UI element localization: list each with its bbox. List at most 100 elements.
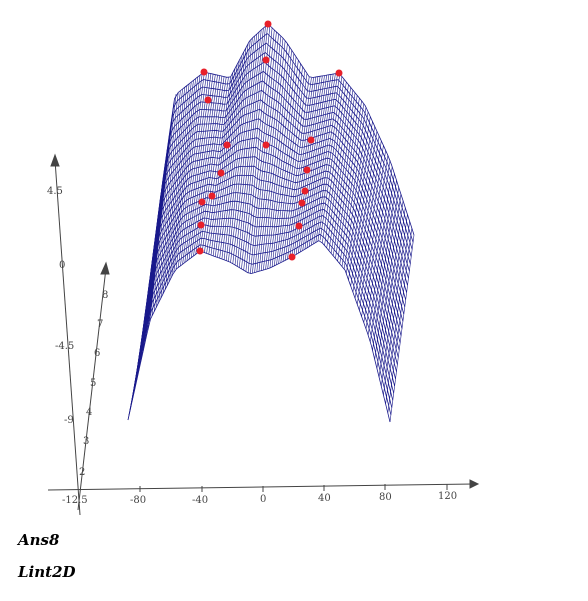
- surface-mesh-line: [337, 100, 362, 262]
- surface-mesh-line: [381, 207, 406, 387]
- surface-mesh-line: [278, 66, 303, 264]
- sample-point: [204, 96, 212, 104]
- surface-mesh-line: [254, 33, 279, 273]
- wireframe-surface: [127, 23, 415, 423]
- surface-mesh-line: [260, 40, 286, 271]
- sample-point: [262, 56, 270, 64]
- surface-mesh-line: [250, 29, 275, 274]
- surface-mesh-line: [378, 200, 404, 378]
- y-tick-label: 6: [94, 348, 100, 359]
- sample-point: [217, 169, 225, 177]
- sample-point: [264, 20, 272, 28]
- surface-mesh-line: [230, 35, 255, 263]
- surface-mesh-line: [258, 38, 284, 272]
- surface-mesh-line: [346, 116, 371, 274]
- surface-mesh-line: [263, 43, 288, 271]
- surface-mesh-line: [151, 94, 177, 317]
- z-tick-label: 0: [59, 260, 65, 271]
- y-tick-label: 5: [90, 378, 96, 389]
- surface-mesh-line: [343, 111, 369, 270]
- x-tick-label: 80: [379, 492, 392, 503]
- surface-mesh-line: [300, 75, 325, 252]
- z-axis: [54, 159, 81, 516]
- y-tick-label: 8: [102, 290, 108, 301]
- sample-point: [223, 141, 231, 149]
- surface-mesh-line: [175, 75, 201, 270]
- surface-mesh-line: [367, 166, 393, 335]
- surface-mesh-line: [191, 74, 216, 258]
- surface-mesh-line: [359, 145, 384, 311]
- surface-mesh-line: [287, 77, 312, 260]
- surface-mesh-line: [173, 76, 199, 273]
- x-tick-marks: [139, 484, 448, 492]
- x-tick-label: -40: [192, 495, 208, 506]
- surface-mesh-line: [271, 56, 297, 267]
- surface-mesh-line: [140, 164, 166, 361]
- surface-mesh-line: [136, 194, 161, 381]
- sample-point: [262, 141, 270, 149]
- surface-mesh-line: [243, 24, 268, 271]
- surface-plot: -12.5 -80 -40 0 40 80 120 4.5 0 -4.5 -9 …: [47, 20, 480, 516]
- surface-mesh-line: [201, 77, 227, 252]
- surface-mesh-line: [252, 31, 277, 274]
- surface-mesh-line: [328, 90, 354, 251]
- surface-mesh-line: [156, 90, 181, 308]
- surface-mesh-line: [339, 103, 365, 264]
- surface-mesh-line: [350, 126, 375, 287]
- surface-mesh-line: [267, 50, 292, 269]
- surface-mesh-line: [221, 47, 247, 260]
- surface-mesh-line: [177, 73, 203, 268]
- surface-mesh-line: [387, 228, 413, 414]
- y-axis-arrow: [100, 261, 110, 275]
- surface-mesh-line: [324, 84, 349, 246]
- surface-mesh-line: [354, 135, 380, 299]
- surface-mesh-line: [269, 53, 295, 269]
- surface-mesh-line: [376, 194, 402, 369]
- x-axis: [47, 483, 475, 491]
- surface-mesh-line: [180, 72, 205, 266]
- sample-point: [335, 69, 343, 77]
- surface-mesh-line: [365, 159, 391, 329]
- surface-mesh-line: [162, 85, 188, 295]
- surface-mesh-line: [226, 39, 251, 261]
- surface-mesh-line: [322, 81, 347, 243]
- surface-mesh-line: [158, 88, 183, 303]
- surface-mesh-line: [241, 26, 266, 269]
- surface-mesh-line: [212, 64, 238, 256]
- surface-mesh-line: [223, 43, 249, 260]
- surface-mesh-line: [219, 51, 244, 259]
- surface-mesh-line: [326, 87, 351, 249]
- surface-mesh-line: [311, 73, 336, 246]
- surface-mesh-line: [245, 25, 271, 272]
- surface-mesh-line: [143, 148, 168, 351]
- x-tick-labels: -12.5 -80 -40 0 40 80 120: [62, 491, 457, 506]
- surface-mesh-line: [335, 98, 360, 259]
- z-axis-arrow: [50, 153, 60, 167]
- surface-mesh-line: [306, 74, 332, 248]
- y-tick-labels: 2 3 4 5 6 7 8: [79, 290, 108, 478]
- surface-mesh-line: [385, 221, 410, 405]
- x-tick-label: 120: [438, 491, 457, 502]
- surface-mesh-line: [247, 27, 273, 273]
- surface-mesh-line: [282, 73, 308, 262]
- surface-mesh-line: [332, 95, 358, 256]
- surface-mesh-line: [256, 36, 282, 273]
- surface-mesh-line: [169, 80, 194, 282]
- surface-mesh-line: [352, 131, 378, 293]
- surface-mesh-line: [186, 73, 212, 261]
- surface-mesh-line: [188, 74, 214, 260]
- surface-mesh-line: [280, 70, 306, 263]
- x-axis-arrow: [469, 479, 480, 489]
- surface-mesh-line: [239, 28, 264, 268]
- surface-mesh-line: [317, 76, 343, 242]
- sample-point: [298, 199, 306, 207]
- surface-mesh-line: [215, 60, 240, 257]
- sample-point: [200, 68, 208, 76]
- surface-mesh-line: [199, 76, 225, 252]
- surface-mesh-line: [374, 187, 399, 360]
- sample-point: [303, 166, 311, 174]
- surface-mesh-line: [298, 75, 323, 254]
- surface-mesh-line: [204, 77, 229, 253]
- surface-mesh-line: [149, 103, 175, 321]
- surface-mesh-line: [265, 46, 290, 270]
